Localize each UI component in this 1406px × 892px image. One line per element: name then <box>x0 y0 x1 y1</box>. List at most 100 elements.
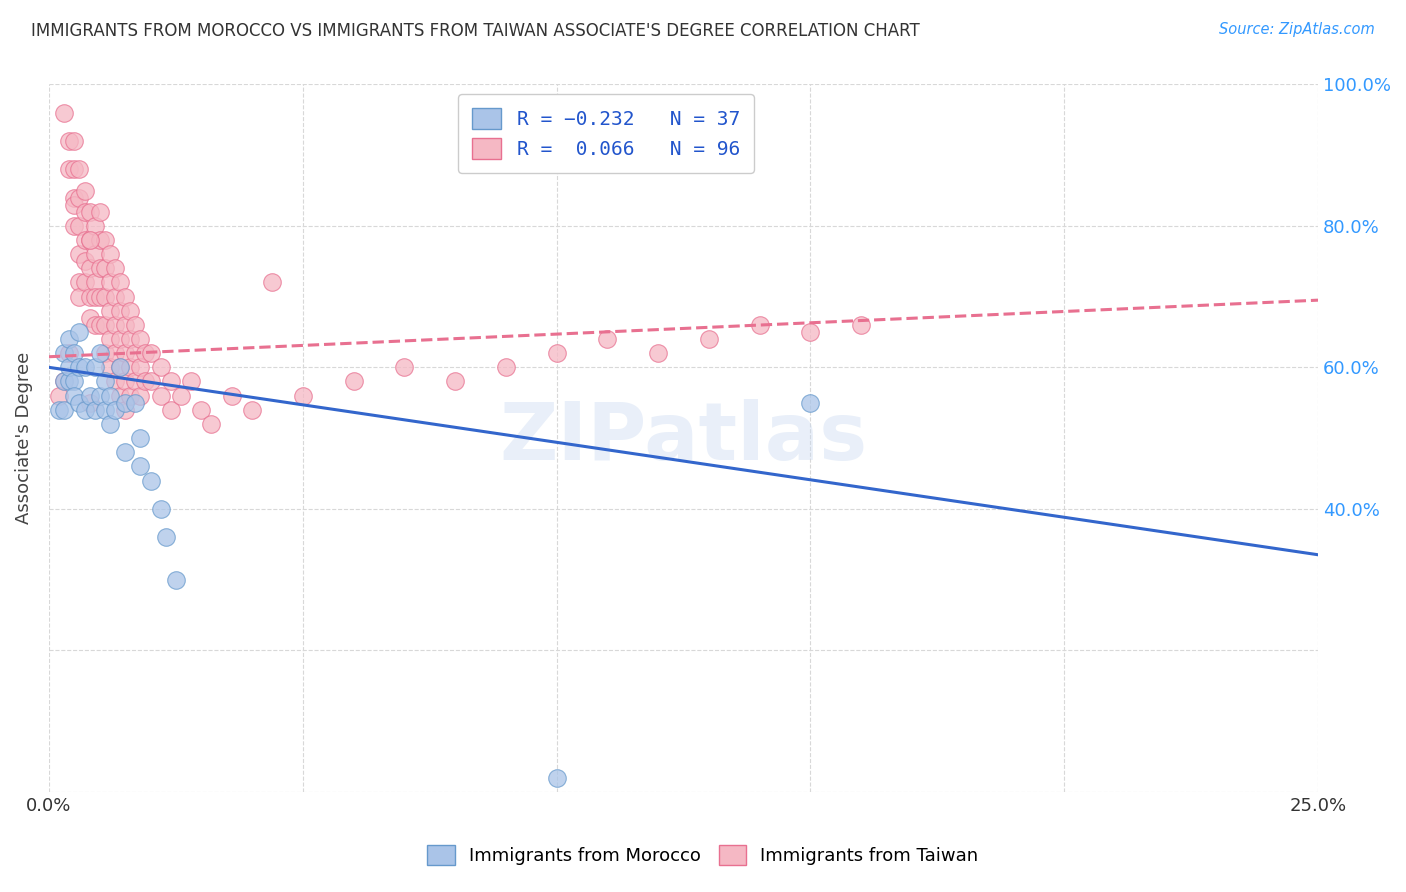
Point <box>129 389 152 403</box>
Point <box>114 395 136 409</box>
Y-axis label: Associate's Degree: Associate's Degree <box>15 352 32 524</box>
Point <box>104 402 127 417</box>
Point <box>73 254 96 268</box>
Point <box>73 402 96 417</box>
Point <box>200 417 222 431</box>
Point <box>108 276 131 290</box>
Point <box>67 191 90 205</box>
Point <box>94 290 117 304</box>
Point <box>114 290 136 304</box>
Point <box>108 360 131 375</box>
Point <box>58 332 80 346</box>
Point <box>120 360 142 375</box>
Point <box>180 375 202 389</box>
Point <box>108 332 131 346</box>
Point <box>53 346 76 360</box>
Point <box>114 375 136 389</box>
Point <box>53 375 76 389</box>
Point <box>58 360 80 375</box>
Point <box>98 332 121 346</box>
Point <box>98 247 121 261</box>
Point <box>58 162 80 177</box>
Point <box>63 134 86 148</box>
Point <box>89 389 111 403</box>
Point <box>98 276 121 290</box>
Text: Source: ZipAtlas.com: Source: ZipAtlas.com <box>1219 22 1375 37</box>
Point <box>94 346 117 360</box>
Point <box>94 261 117 276</box>
Point <box>94 318 117 332</box>
Point <box>73 184 96 198</box>
Point <box>394 360 416 375</box>
Point <box>108 389 131 403</box>
Point <box>159 375 181 389</box>
Point <box>83 360 105 375</box>
Point <box>79 395 101 409</box>
Point <box>48 402 70 417</box>
Point <box>94 375 117 389</box>
Point <box>67 247 90 261</box>
Point <box>108 360 131 375</box>
Point <box>79 310 101 325</box>
Point <box>63 375 86 389</box>
Point <box>89 346 111 360</box>
Point <box>63 197 86 211</box>
Point <box>83 318 105 332</box>
Point <box>104 346 127 360</box>
Point <box>79 290 101 304</box>
Point <box>73 276 96 290</box>
Point <box>170 389 193 403</box>
Point <box>129 459 152 474</box>
Point <box>79 204 101 219</box>
Point <box>546 771 568 785</box>
Point <box>67 162 90 177</box>
Point <box>697 332 720 346</box>
Point <box>155 530 177 544</box>
Point <box>89 204 111 219</box>
Point <box>799 395 821 409</box>
Point <box>120 389 142 403</box>
Legend: R = −0.232   N = 37, R =  0.066   N = 96: R = −0.232 N = 37, R = 0.066 N = 96 <box>458 95 754 172</box>
Point <box>58 134 80 148</box>
Point <box>190 402 212 417</box>
Point <box>98 360 121 375</box>
Text: ZIPatlas: ZIPatlas <box>499 399 868 477</box>
Point <box>114 318 136 332</box>
Point <box>98 389 121 403</box>
Point <box>851 318 873 332</box>
Point <box>63 389 86 403</box>
Point <box>79 261 101 276</box>
Point <box>647 346 669 360</box>
Point <box>83 402 105 417</box>
Point <box>129 332 152 346</box>
Point <box>596 332 619 346</box>
Point <box>120 303 142 318</box>
Point <box>79 233 101 247</box>
Point <box>120 332 142 346</box>
Point <box>89 261 111 276</box>
Point <box>134 346 156 360</box>
Point <box>129 360 152 375</box>
Point <box>114 402 136 417</box>
Point <box>104 375 127 389</box>
Point <box>89 290 111 304</box>
Point <box>149 389 172 403</box>
Point <box>139 375 162 389</box>
Point <box>342 375 364 389</box>
Point <box>104 261 127 276</box>
Point <box>73 360 96 375</box>
Point <box>79 233 101 247</box>
Point <box>67 219 90 233</box>
Point <box>94 402 117 417</box>
Point <box>799 325 821 339</box>
Point <box>114 445 136 459</box>
Point <box>63 162 86 177</box>
Point <box>48 389 70 403</box>
Point <box>53 105 76 120</box>
Point <box>83 219 105 233</box>
Point <box>159 402 181 417</box>
Point <box>79 389 101 403</box>
Point <box>149 501 172 516</box>
Point <box>124 395 146 409</box>
Point <box>89 233 111 247</box>
